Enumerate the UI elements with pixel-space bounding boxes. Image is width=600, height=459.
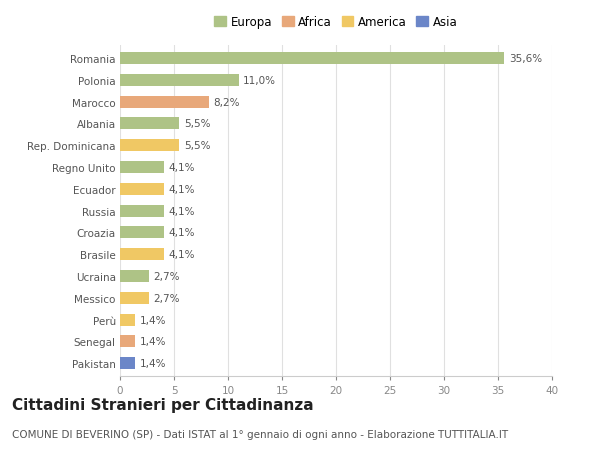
Bar bbox=[120, 118, 179, 130]
Text: 5,5%: 5,5% bbox=[184, 119, 210, 129]
Bar bbox=[120, 314, 135, 326]
Text: 8,2%: 8,2% bbox=[213, 97, 239, 107]
Text: 11,0%: 11,0% bbox=[243, 76, 276, 86]
Text: 2,7%: 2,7% bbox=[154, 293, 180, 303]
Bar bbox=[120, 336, 135, 347]
Text: Cittadini Stranieri per Cittadinanza: Cittadini Stranieri per Cittadinanza bbox=[12, 397, 314, 412]
Text: 2,7%: 2,7% bbox=[154, 271, 180, 281]
Text: 4,1%: 4,1% bbox=[169, 206, 195, 216]
Bar bbox=[120, 53, 505, 65]
Text: 4,1%: 4,1% bbox=[169, 162, 195, 173]
Text: 4,1%: 4,1% bbox=[169, 228, 195, 238]
Text: 4,1%: 4,1% bbox=[169, 250, 195, 260]
Bar bbox=[120, 162, 164, 174]
Bar bbox=[120, 75, 239, 87]
Text: 1,4%: 1,4% bbox=[139, 336, 166, 347]
Legend: Europa, Africa, America, Asia: Europa, Africa, America, Asia bbox=[209, 11, 463, 34]
Text: 5,5%: 5,5% bbox=[184, 141, 210, 151]
Bar bbox=[120, 292, 149, 304]
Text: 35,6%: 35,6% bbox=[509, 54, 542, 64]
Text: COMUNE DI BEVERINO (SP) - Dati ISTAT al 1° gennaio di ogni anno - Elaborazione T: COMUNE DI BEVERINO (SP) - Dati ISTAT al … bbox=[12, 429, 508, 439]
Bar bbox=[120, 358, 135, 369]
Bar bbox=[120, 96, 209, 108]
Bar bbox=[120, 184, 164, 196]
Text: 4,1%: 4,1% bbox=[169, 185, 195, 195]
Bar bbox=[120, 140, 179, 152]
Bar bbox=[120, 227, 164, 239]
Text: 1,4%: 1,4% bbox=[139, 315, 166, 325]
Bar bbox=[120, 270, 149, 282]
Bar bbox=[120, 205, 164, 217]
Text: 1,4%: 1,4% bbox=[139, 358, 166, 368]
Bar bbox=[120, 249, 164, 261]
